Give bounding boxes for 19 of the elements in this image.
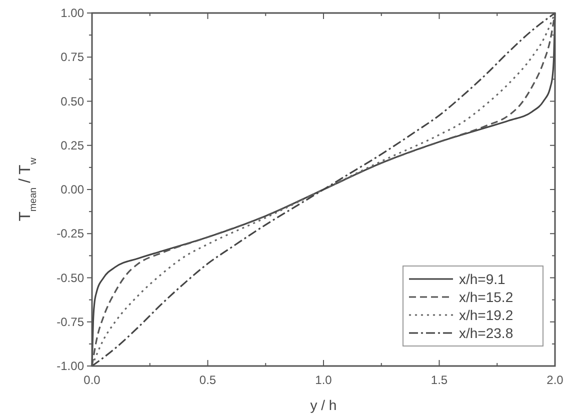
y-tick-label: -0.50 [56, 270, 84, 285]
y-tick-label: 0.75 [60, 50, 84, 64]
x-tick-label: 1.0 [315, 373, 332, 387]
y-tick-label: -1.00 [56, 359, 84, 373]
legend-label: x/h=19.2 [459, 307, 514, 323]
x-tick-label: 0.0 [84, 373, 101, 387]
y-tick-label: 0.25 [60, 138, 84, 152]
x-tick-label: 2.0 [546, 373, 564, 387]
y-tick-label: 0.00 [60, 182, 84, 196]
legend-label: x/h=15.2 [459, 289, 514, 305]
y-tick-label: 1.00 [60, 6, 84, 20]
y-tick-label: 0.50 [60, 94, 84, 108]
y-tick-label: -0.75 [56, 314, 84, 329]
y-tick-label: -0.25 [56, 226, 84, 241]
x-tick-label: 1.5 [430, 373, 448, 387]
x-axis-title: y / h [310, 397, 337, 413]
legend-label: x/h=23.8 [459, 325, 514, 341]
x-tick-label: 0.5 [199, 373, 216, 387]
legend-label: x/h=9.1 [459, 271, 506, 287]
